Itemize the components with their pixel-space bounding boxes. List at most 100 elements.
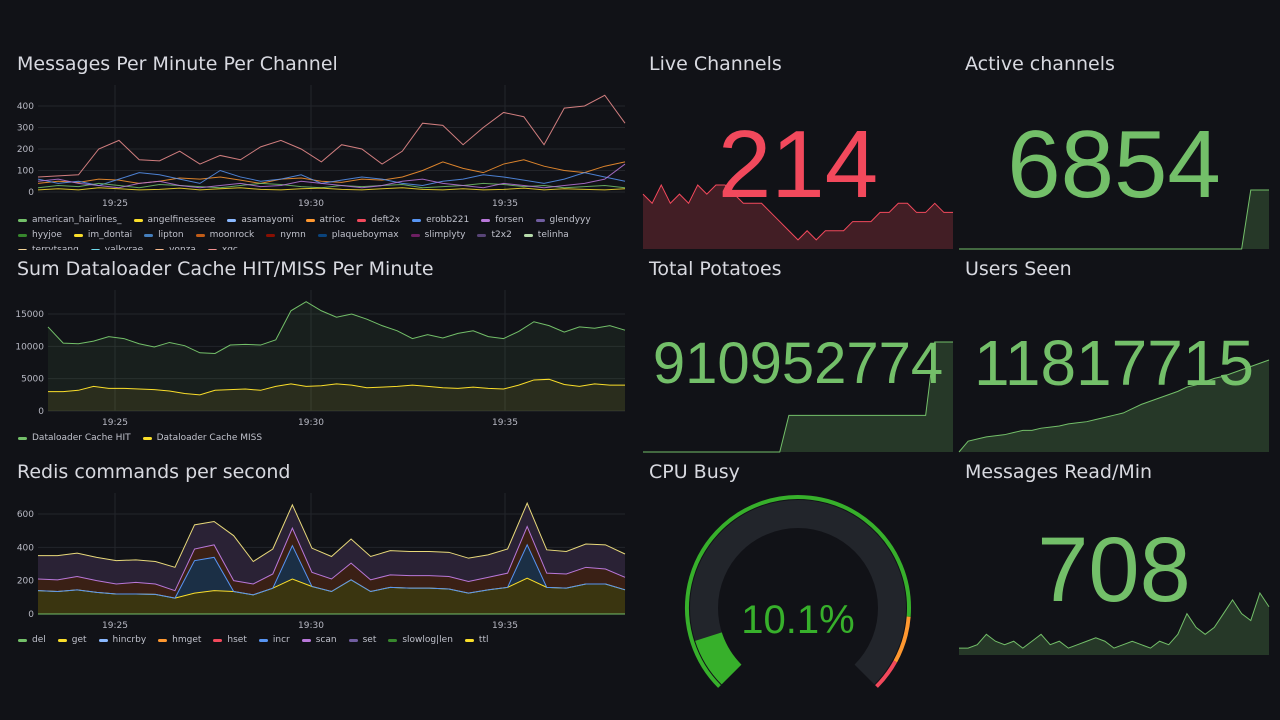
legend-item[interactable]: nymn bbox=[266, 230, 306, 240]
legend-item[interactable]: slowlog|len bbox=[388, 635, 453, 645]
legend-item[interactable]: Dataloader Cache HIT bbox=[18, 433, 131, 443]
sparkline-area bbox=[959, 360, 1269, 452]
series-line bbox=[47, 301, 626, 354]
sparkline-line bbox=[642, 183, 953, 241]
legend-label: slowlog|len bbox=[402, 635, 453, 645]
legend-item[interactable]: american_hairlines_ bbox=[18, 215, 122, 225]
gauge-fill bbox=[695, 631, 742, 685]
sparkline bbox=[958, 359, 1270, 453]
stat-value: 6854 bbox=[1007, 111, 1221, 218]
chart-legend: del get hincrby hmget hset incr scan set slowlog… bbox=[18, 635, 628, 645]
legend-item[interactable]: del bbox=[18, 635, 46, 645]
panel-title: Live Channels bbox=[649, 53, 782, 75]
y-tick-label: 600 bbox=[17, 510, 34, 520]
y-tick-label: 300 bbox=[17, 124, 34, 134]
legend-swatch bbox=[144, 233, 154, 237]
legend-label: hyyjoe bbox=[32, 230, 62, 240]
legend-item[interactable]: set bbox=[348, 635, 376, 645]
legend-item[interactable]: glendyyy bbox=[535, 215, 591, 225]
legend-label: forsen bbox=[495, 215, 524, 225]
sparkline bbox=[959, 189, 1269, 250]
y-tick-label: 10000 bbox=[15, 342, 44, 352]
cache-chart: 0 5000 10000 15000 19:25 19:30 19:35 bbox=[15, 290, 626, 428]
panel-title: Redis commands per second bbox=[17, 461, 291, 483]
legend-item[interactable]: incr bbox=[258, 635, 290, 645]
legend-swatch bbox=[195, 233, 205, 237]
messages-read-stat: Messages Read/Min 708 bbox=[959, 453, 1270, 658]
legend-item[interactable]: moonrock bbox=[195, 230, 254, 240]
legend-item[interactable]: ttl bbox=[464, 635, 488, 645]
legend-label: del bbox=[32, 635, 46, 645]
series-line bbox=[37, 94, 626, 178]
legend-item[interactable]: deft2x bbox=[357, 215, 400, 225]
legend-label: scan bbox=[315, 635, 337, 645]
legend-item[interactable]: im_dontai bbox=[73, 230, 132, 240]
legend-swatch bbox=[523, 233, 533, 237]
legend-swatch bbox=[213, 638, 223, 642]
legend-item[interactable]: plaqueboymax bbox=[317, 230, 399, 240]
legend-item[interactable]: lipton bbox=[144, 230, 184, 240]
series-line bbox=[37, 182, 626, 189]
series-line bbox=[37, 159, 626, 184]
stat-value: 910952774 bbox=[652, 331, 944, 396]
legend-swatch bbox=[142, 436, 152, 440]
legend-swatch bbox=[388, 638, 398, 642]
legend-item[interactable]: slimplyty bbox=[410, 230, 465, 240]
panel-title: Messages Per Minute Per Channel bbox=[17, 53, 338, 75]
messages-per-minute-panel: Messages Per Minute Per Channel 0 100 200 3… bbox=[0, 45, 635, 255]
legend-swatch bbox=[357, 218, 367, 222]
series-line bbox=[37, 169, 626, 187]
legend-label: deft2x bbox=[371, 215, 401, 225]
y-tick-label: 0 bbox=[38, 407, 44, 417]
chart-legend: american_hairlines_ angelfinesseee asamayo… bbox=[18, 215, 628, 255]
legend-label: angelfinesseee bbox=[147, 215, 216, 225]
sparkline-line bbox=[958, 359, 1270, 453]
legend-item[interactable]: get bbox=[57, 635, 87, 645]
legend-swatch bbox=[57, 638, 67, 642]
legend-item[interactable]: asamayomi bbox=[227, 215, 294, 225]
y-tick-label: 15000 bbox=[15, 310, 44, 320]
x-tick-label: 19:25 bbox=[102, 199, 128, 209]
legend-item[interactable]: forsen bbox=[481, 215, 524, 225]
y-tick-label: 0 bbox=[28, 610, 34, 620]
users-seen-stat: Users Seen 11817715 bbox=[958, 250, 1270, 453]
legend-swatch bbox=[227, 218, 237, 222]
legend-swatch bbox=[258, 638, 268, 642]
legend-item[interactable]: angelfinesseee bbox=[133, 215, 216, 225]
x-tick-label: 19:30 bbox=[298, 418, 324, 428]
legend-item[interactable]: hyyjoe bbox=[18, 230, 62, 240]
legend-item[interactable]: Dataloader Cache MISS bbox=[142, 433, 263, 443]
legend-swatch bbox=[18, 218, 27, 222]
legend-item[interactable]: hincrby bbox=[98, 635, 146, 645]
active-channels-stat: Active channels 6854 bbox=[959, 45, 1269, 250]
redis-commands-panel: Redis commands per second 0 200 400 600 19:2… bbox=[0, 453, 635, 653]
legend-swatch bbox=[73, 233, 83, 237]
legend-swatch bbox=[18, 233, 27, 237]
legend-item[interactable]: hmget bbox=[158, 635, 201, 645]
legend-item[interactable]: erobb221 bbox=[412, 215, 469, 225]
legend-label: hmget bbox=[172, 635, 202, 645]
total-potatoes-stat: Total Potatoes 910952774 bbox=[643, 250, 953, 453]
legend-item[interactable]: hset bbox=[213, 635, 247, 645]
legend-label: Dataloader Cache HIT bbox=[32, 433, 131, 443]
cpu-busy-stat: CPU Busy 10.1% bbox=[643, 453, 953, 688]
panel-title: Messages Read/Min bbox=[965, 461, 1153, 483]
legend-label: american_hairlines_ bbox=[32, 215, 122, 225]
x-tick-label: 19:35 bbox=[492, 418, 518, 428]
legend-item[interactable]: t2x2 bbox=[477, 230, 512, 240]
legend-label: get bbox=[71, 635, 87, 645]
sparkline bbox=[643, 341, 953, 453]
legend-label: Dataloader Cache MISS bbox=[156, 433, 263, 443]
legend-swatch bbox=[18, 638, 27, 642]
redis-chart: 0 200 400 600 19:25 19:30 19:35 bbox=[17, 493, 626, 631]
sparkline-area bbox=[643, 342, 953, 452]
sparkline-line bbox=[643, 341, 953, 453]
sparkline-line bbox=[959, 189, 1269, 250]
legend-item[interactable]: atrioc bbox=[305, 215, 345, 225]
legend-swatch bbox=[410, 233, 420, 237]
legend-swatch bbox=[18, 436, 27, 440]
legend-item[interactable]: scan bbox=[301, 635, 337, 645]
legend-item[interactable]: telinha bbox=[523, 230, 569, 240]
x-tick-label: 19:30 bbox=[298, 199, 324, 209]
legend-swatch bbox=[477, 233, 487, 237]
